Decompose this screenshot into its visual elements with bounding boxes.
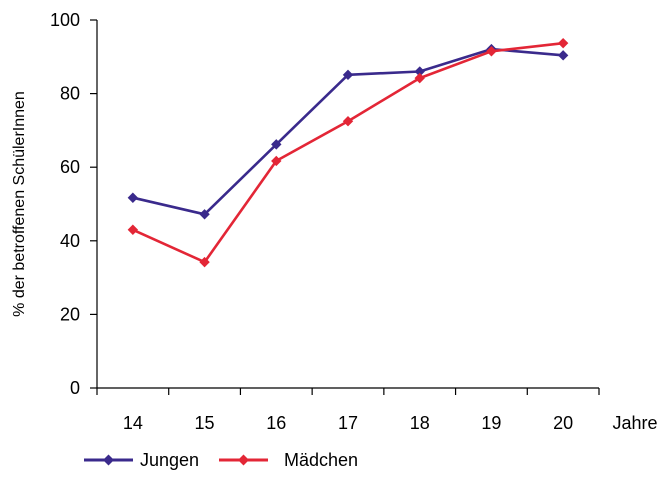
legend-label-jungen: Jungen [140, 450, 199, 470]
y-axis: 0 20 40 60 80 100 % der betroffenen SchülerIn… [11, 10, 98, 398]
legend-marker-jungen [103, 454, 114, 466]
y-tick-label-100: 100 [50, 10, 80, 30]
data-point-maedchen-15 [199, 256, 210, 268]
y-tick-label-40: 40 [60, 231, 80, 251]
data-point-jungen-20 [557, 50, 569, 61]
x-tick-label-19: 19 [481, 413, 501, 433]
x-axis-title: Jahre [612, 413, 657, 433]
y-axis-ticks: 0 20 40 60 80 100 [50, 10, 97, 398]
x-tick-label-18: 18 [410, 413, 430, 433]
data-point-maedchen-18 [414, 72, 425, 84]
plot-series [127, 37, 569, 268]
legend-item-maedchen: Mädchen [219, 450, 358, 470]
y-tick-label-80: 80 [60, 84, 80, 104]
x-tick-label-20: 20 [553, 413, 573, 433]
x-axis-ticks: 14 15 16 17 18 19 20 [96, 388, 600, 433]
x-tick-label-16: 16 [266, 413, 286, 433]
data-point-jungen-14 [127, 192, 139, 203]
data-point-jungen-17 [342, 69, 354, 81]
x-tick-label-15: 15 [195, 413, 215, 433]
legend: Jungen Mädchen [84, 450, 358, 470]
legend-item-jungen: Jungen [84, 450, 199, 470]
data-point-maedchen-14 [127, 224, 139, 235]
y-tick-label-60: 60 [60, 157, 80, 177]
x-axis: 14 15 16 17 18 19 20 Jahre [96, 387, 658, 433]
y-tick-label-20: 20 [60, 304, 80, 324]
data-point-maedchen-16 [271, 155, 282, 167]
data-point-maedchen-19 [486, 46, 497, 57]
data-point-jungen-16 [271, 139, 282, 150]
y-axis-title: % der betroffenen SchülerInnen [11, 91, 28, 317]
legend-marker-maedchen [238, 454, 249, 466]
x-tick-label-14: 14 [123, 413, 143, 433]
data-point-maedchen-17 [342, 115, 354, 127]
x-tick-label-17: 17 [338, 413, 358, 433]
legend-label-maedchen: Mädchen [284, 450, 358, 470]
data-point-maedchen-20 [557, 37, 569, 49]
data-point-jungen-15 [199, 209, 210, 220]
y-tick-label-0: 0 [70, 378, 80, 398]
